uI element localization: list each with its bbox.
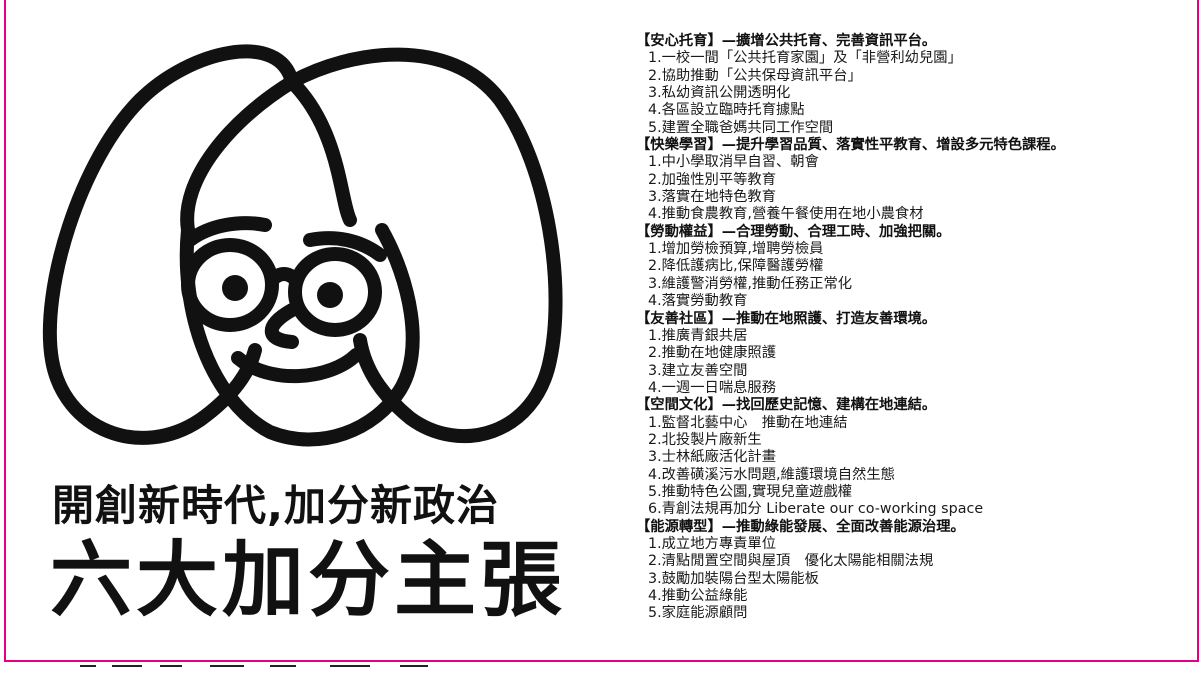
list-item: 5.建置全職爸媽共同工作空間 <box>648 119 834 136</box>
section-heading: 【快樂學習】—提升學習品質、落實性平教育、增設多元特色課程。 <box>636 137 1065 154</box>
policy-section: 【安心托育】—擴增公共托育、完善資訊平台。 1.一校一間「公共托育家園」及「非營… <box>636 33 1191 137</box>
list-item: 2.北投製片廠新生 <box>648 431 762 448</box>
list-item: 3.私幼資訊公開透明化 <box>648 85 791 102</box>
section-heading: 【勞動權益】—合理勞動、合理工時、加強把關。 <box>636 223 951 240</box>
list-item: 3.落實在地特色教育 <box>648 189 777 206</box>
section-heading: 【安心托育】—擴增公共托育、完善資訊平台。 <box>636 33 937 49</box>
list-item: 2.清點閒置空間與屋頂 優化太陽能相關法規 <box>648 553 934 570</box>
policy-section: 【能源轉型】—推動綠能發展、全面改善能源治理。 1.成立地方專責單位 2.清點閒… <box>636 519 1191 623</box>
list-item: 4.落實勞動教育 <box>648 293 748 310</box>
list-item: 1.中小學取消早自習、朝會 <box>648 154 819 171</box>
list-item: 4.改善磺溪污水問題,維護環境自然生態 <box>648 466 895 483</box>
page-title: 六大加分主張 <box>50 533 567 628</box>
policy-list: 【安心托育】—擴增公共托育、完善資訊平台。 1.一校一間「公共托育家園」及「非營… <box>636 33 1191 623</box>
policy-section: 【快樂學習】—提升學習品質、落實性平教育、增設多元特色課程。 1.中小學取消早自… <box>636 137 1191 224</box>
list-item: 4.一週一日喘息服務 <box>648 379 777 396</box>
list-item: 4.各區設立臨時托育據點 <box>648 102 805 119</box>
list-item: 1.增加勞檢預算,增聘勞檢員 <box>648 241 824 258</box>
cutoff-text-fragment <box>60 662 480 673</box>
list-item: 2.協助推動「公共保母資訊平台」 <box>648 67 862 84</box>
slogan-heading: 開創新時代,加分新政治 <box>52 481 499 530</box>
frame-bottom-line <box>4 660 1199 662</box>
policy-section: 【勞動權益】—合理勞動、合理工時、加強把關。 1.增加勞檢預算,增聘勞檢員 2.… <box>636 224 1191 311</box>
frame-right-line <box>1197 0 1199 662</box>
list-item: 5.推動特色公園,實現兒童遊戲權 <box>648 483 853 500</box>
list-item: 6.青創法規再加分 Liberate our co-working space <box>648 501 984 518</box>
frame-left-line <box>4 0 6 662</box>
list-item: 4.推動食農教育,營養午餐使用在地小農食材 <box>648 206 924 223</box>
cartoon-woman-face-with-glasses-icon <box>42 44 563 447</box>
list-item: 3.建立友善空間 <box>648 362 748 379</box>
list-item: 2.推動在地健康照護 <box>648 345 777 362</box>
policy-section: 【友善社區】—推動在地照護、打造友善環境。 1.推廣青銀共居 2.推動在地健康照… <box>636 311 1191 398</box>
list-item: 1.成立地方專責單位 <box>648 535 777 552</box>
list-item: 2.加強性別平等教育 <box>648 171 777 188</box>
list-item: 4.推動公益綠能 <box>648 588 748 604</box>
list-item: 3.士林紙廠活化計畫 <box>648 449 777 466</box>
list-item: 3.維護警消勞權,推動任務正常化 <box>648 275 853 292</box>
section-heading: 【空間文化】—找回歷史記憶、建構在地連結。 <box>636 397 937 414</box>
list-item: 5.家庭能源顧問 <box>648 605 748 622</box>
policy-section: 【空間文化】—找回歷史記憶、建構在地連結。 1.監督北藝中心 推動在地連結 2.… <box>636 397 1191 518</box>
section-heading: 【能源轉型】—推動綠能發展、全面改善能源治理。 <box>636 518 965 535</box>
list-item: 2.降低護病比,保障醫護勞權 <box>648 258 824 275</box>
section-heading: 【友善社區】—推動在地照護、打造友善環境。 <box>636 310 937 327</box>
list-item: 1.推廣青銀共居 <box>648 327 748 344</box>
list-item: 1.一校一間「公共托育家園」及「非營利幼兒園」 <box>648 50 962 67</box>
list-item: 1.監督北藝中心 推動在地連結 <box>648 414 848 431</box>
list-item: 3.鼓勵加裝陽台型太陽能板 <box>648 570 819 587</box>
